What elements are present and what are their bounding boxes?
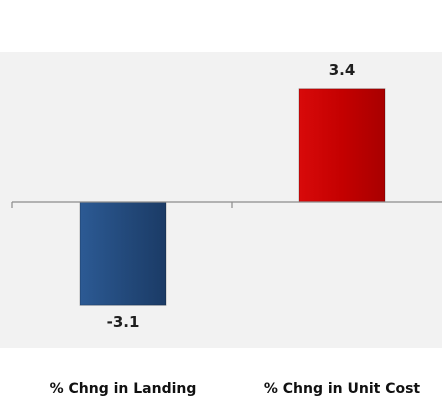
data-label-landing: -3.1 (107, 313, 140, 331)
category-label-landing: % Chng in Landing (50, 381, 197, 397)
bar-landing (79, 201, 167, 306)
axis-ticks (11, 202, 233, 208)
bars-layer (79, 88, 386, 306)
bar-unit-cost (298, 88, 386, 203)
data-label-unit-cost: 3.4 (329, 61, 356, 79)
labels-layer: -3.1 3.4 % Chng in Landing % Chng in Uni… (50, 61, 421, 397)
category-label-unit-cost: % Chng in Unit Cost (264, 381, 421, 397)
